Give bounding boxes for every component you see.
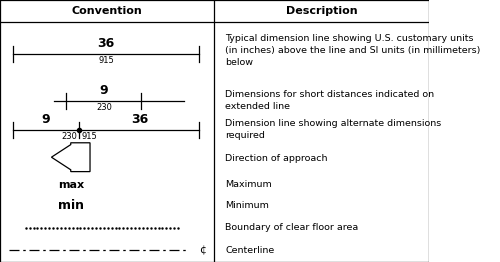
Text: 9: 9 — [100, 84, 108, 97]
Text: ¢: ¢ — [200, 245, 206, 255]
Text: Centerline: Centerline — [225, 246, 274, 255]
Text: 230: 230 — [62, 132, 77, 141]
Text: Dimension line showing alternate dimensions
required: Dimension line showing alternate dimensi… — [225, 119, 442, 140]
Text: 36: 36 — [130, 113, 148, 126]
Text: Boundary of clear floor area: Boundary of clear floor area — [225, 223, 358, 232]
Text: Description: Description — [286, 6, 358, 16]
Text: min: min — [58, 199, 84, 212]
Text: 9: 9 — [42, 113, 50, 126]
Text: Maximum: Maximum — [225, 180, 272, 189]
Text: 230: 230 — [96, 103, 112, 112]
Text: max: max — [58, 180, 84, 190]
Polygon shape — [52, 143, 90, 172]
Text: Dimensions for short distances indicated on
extended line: Dimensions for short distances indicated… — [225, 90, 434, 111]
Text: Typical dimension line showing U.S. customary units
(in inches) above the line a: Typical dimension line showing U.S. cust… — [225, 34, 480, 67]
Text: Minimum: Minimum — [225, 201, 269, 210]
Text: 36: 36 — [98, 37, 114, 50]
Text: Convention: Convention — [72, 6, 142, 16]
Text: 915: 915 — [82, 132, 97, 141]
Text: Direction of approach: Direction of approach — [225, 154, 328, 163]
Text: 915: 915 — [98, 56, 114, 65]
